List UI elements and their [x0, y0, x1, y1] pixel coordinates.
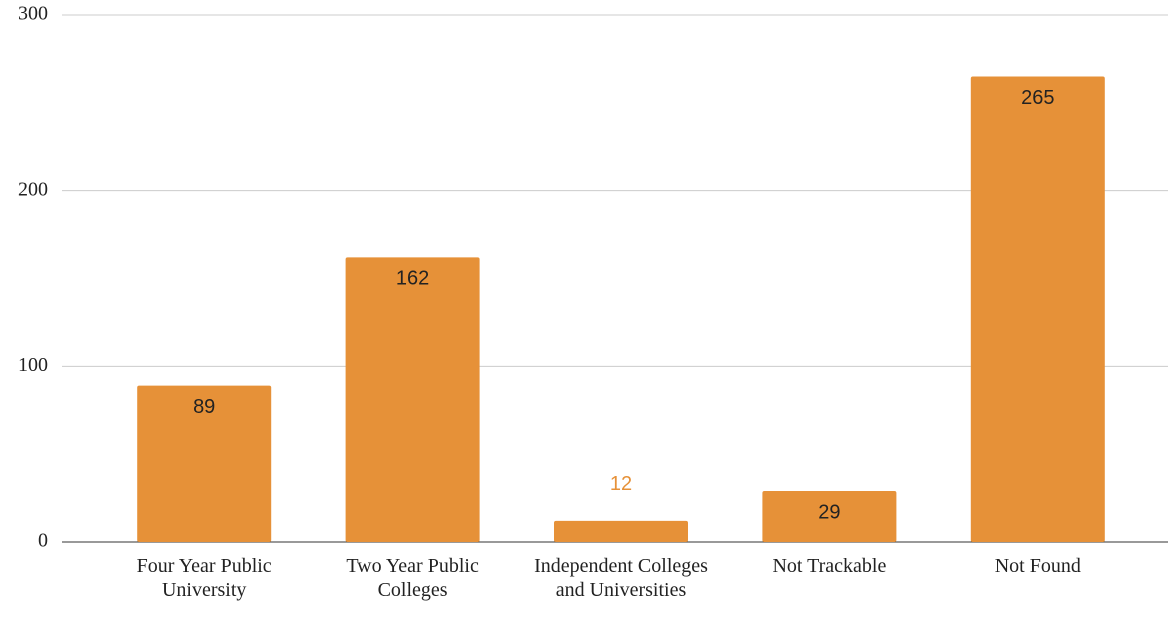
y-tick-label: 300	[18, 3, 48, 25]
x-tick-label: Not Trackable	[772, 555, 887, 577]
x-tick-label: Independent Colleges and Universities	[534, 555, 708, 601]
y-tick-label: 0	[38, 530, 48, 552]
x-tick-label: Not Found	[994, 555, 1081, 577]
y-tick-label: 200	[18, 178, 48, 200]
value-label: 265	[1021, 87, 1054, 109]
value-label: 29	[818, 501, 840, 523]
bar	[970, 76, 1105, 542]
value-label: 162	[396, 268, 429, 290]
bar	[762, 491, 897, 542]
value-label: 89	[193, 396, 215, 418]
value-label: 12	[610, 473, 632, 495]
bar	[137, 385, 272, 542]
bar	[345, 257, 480, 542]
bar	[554, 520, 688, 542]
x-tick-label: Four Year Public University	[136, 555, 272, 601]
y-tick-label: 100	[18, 354, 48, 376]
x-tick-label: Two Year Public Colleges	[346, 555, 479, 601]
